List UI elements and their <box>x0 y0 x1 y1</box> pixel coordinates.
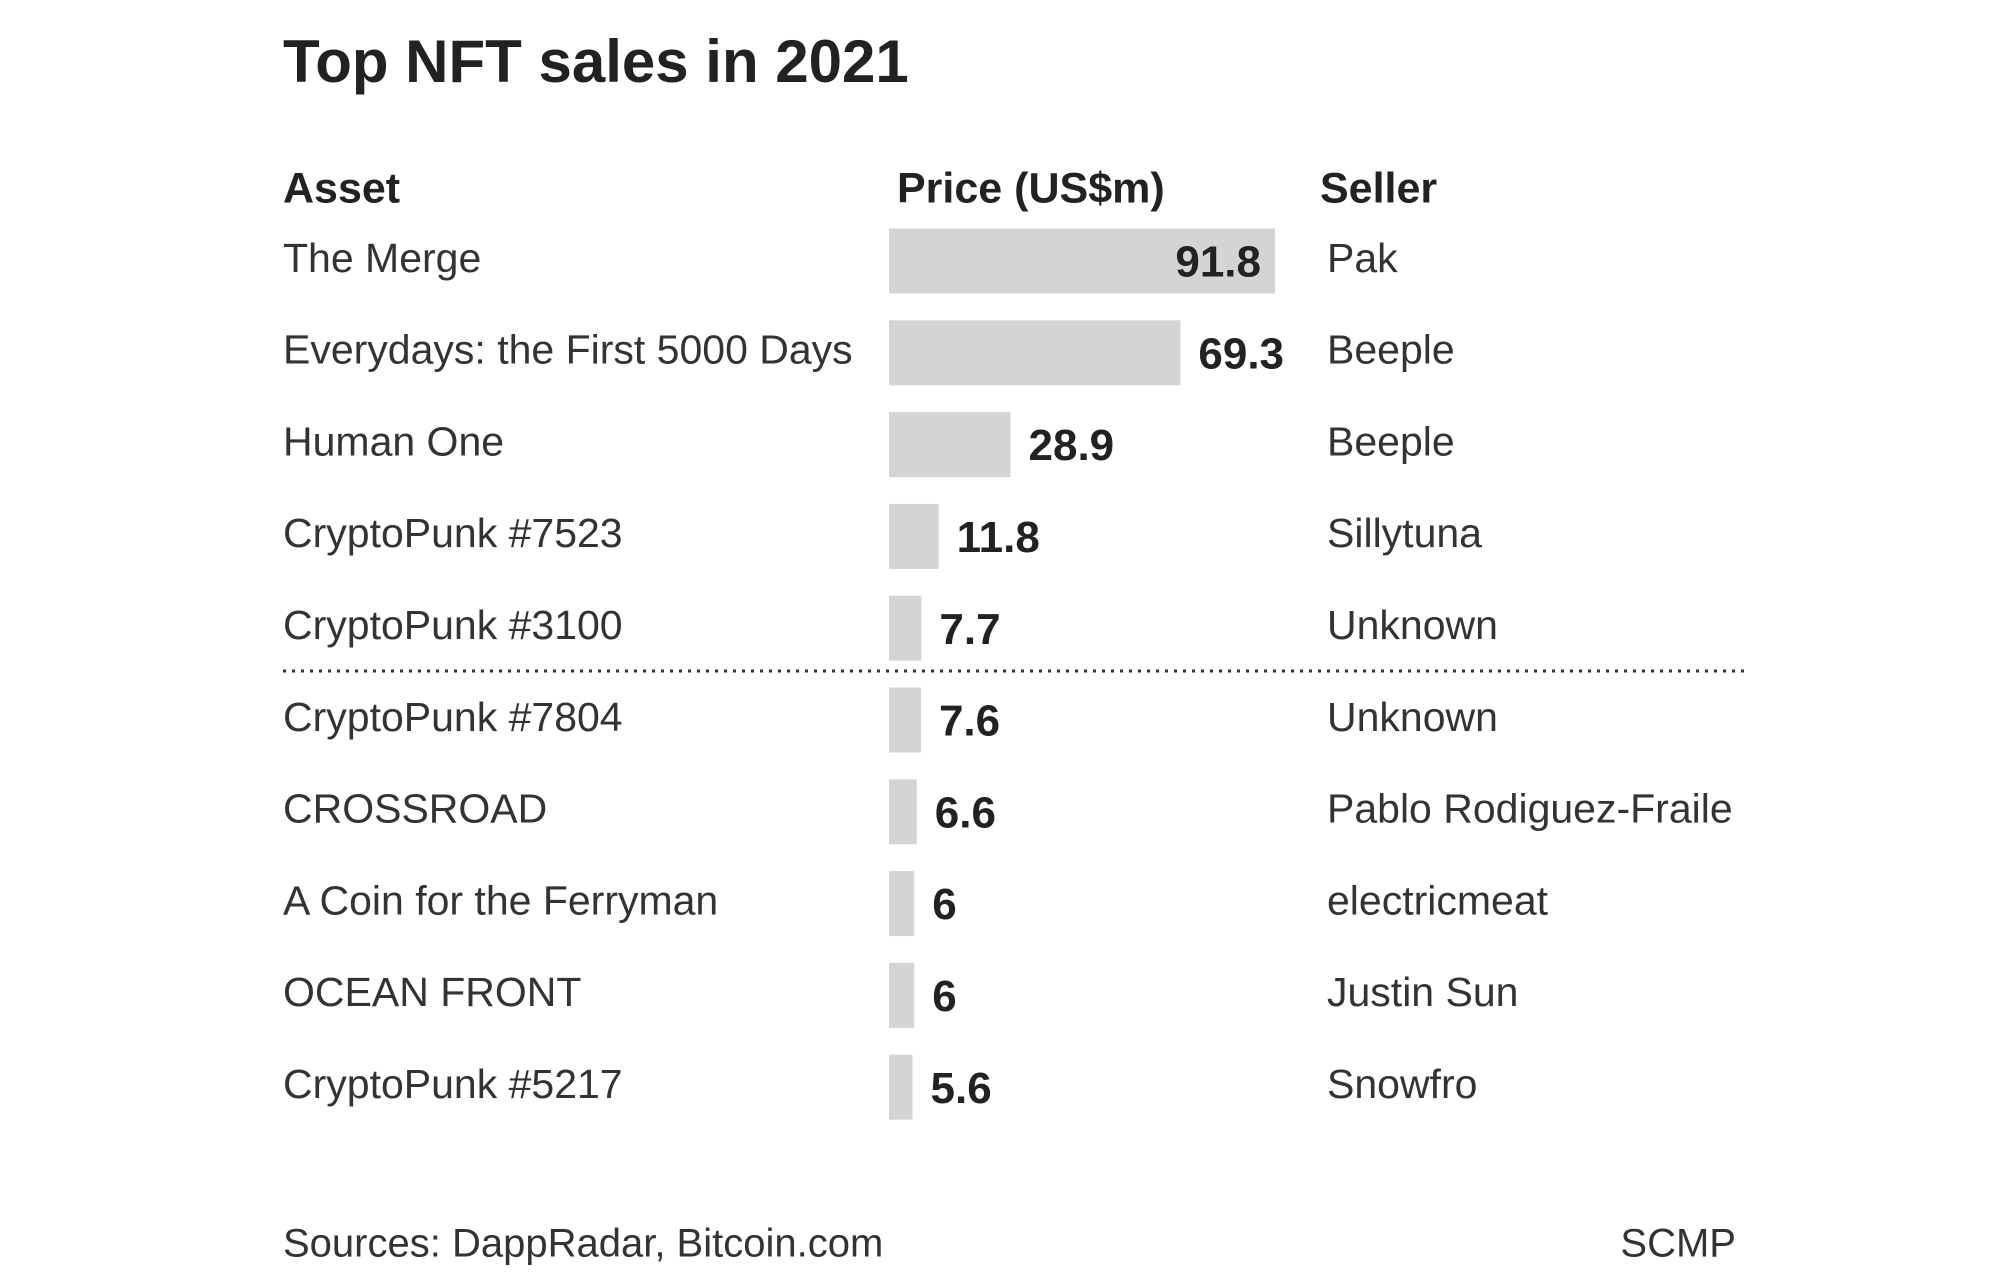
value-label: 69.3 <box>1198 329 1284 378</box>
bar <box>889 1054 913 1120</box>
bar <box>889 779 917 845</box>
value-label: 7.7 <box>939 605 1000 654</box>
seller-label: Pak <box>1327 235 1398 281</box>
seller-label: Unknown <box>1327 602 1498 648</box>
seller-label: Beeple <box>1327 418 1455 464</box>
seller-label: Sillytuna <box>1327 510 1482 556</box>
seller-label: electricmeat <box>1327 877 1549 923</box>
value-label: 7.6 <box>939 697 1000 746</box>
chart-title: Top NFT sales in 2021 <box>283 28 909 95</box>
seller-label: Snowfro <box>1327 1061 1477 1107</box>
bar <box>889 871 915 937</box>
asset-label: Everydays: the First 5000 Days <box>283 327 853 373</box>
bar <box>889 962 915 1028</box>
asset-label: A Coin for the Ferryman <box>283 877 718 923</box>
value-label: 6 <box>932 880 956 929</box>
column-header: Price (US$m) <box>897 164 1165 212</box>
bar <box>889 320 1181 386</box>
asset-label: CryptoPunk #3100 <box>283 602 623 648</box>
asset-label: OCEAN FRONT <box>283 969 581 1015</box>
asset-label: CROSSROAD <box>283 786 547 832</box>
value-label: 91.8 <box>1175 238 1261 287</box>
asset-label: Human One <box>283 418 504 464</box>
source: Sources: DappRadar, Bitcoin.com <box>283 1222 883 1266</box>
asset-label: The Merge <box>283 235 481 281</box>
asset-label: CryptoPunk #7804 <box>283 694 623 740</box>
value-label: 11.8 <box>957 513 1040 562</box>
value-label: 28.9 <box>1029 421 1115 470</box>
seller-label: Justin Sun <box>1327 969 1518 1015</box>
seller-label: Beeple <box>1327 327 1455 373</box>
asset-label: CryptoPunk #5217 <box>283 1061 623 1107</box>
bar <box>889 412 1011 478</box>
value-label: 6.6 <box>935 788 996 837</box>
bar <box>889 595 922 661</box>
column-header: Seller <box>1320 164 1437 212</box>
value-label: 5.6 <box>931 1064 992 1113</box>
bar <box>889 687 921 753</box>
column-header: Asset <box>283 164 400 212</box>
bar <box>889 503 939 569</box>
credit: SCMP <box>1620 1222 1736 1266</box>
asset-label: CryptoPunk #7523 <box>283 510 623 556</box>
value-label: 6 <box>932 972 956 1021</box>
seller-label: Unknown <box>1327 694 1498 740</box>
seller-label: Pablo Rodiguez-Fraile <box>1327 786 1733 832</box>
bar <box>889 228 1275 294</box>
